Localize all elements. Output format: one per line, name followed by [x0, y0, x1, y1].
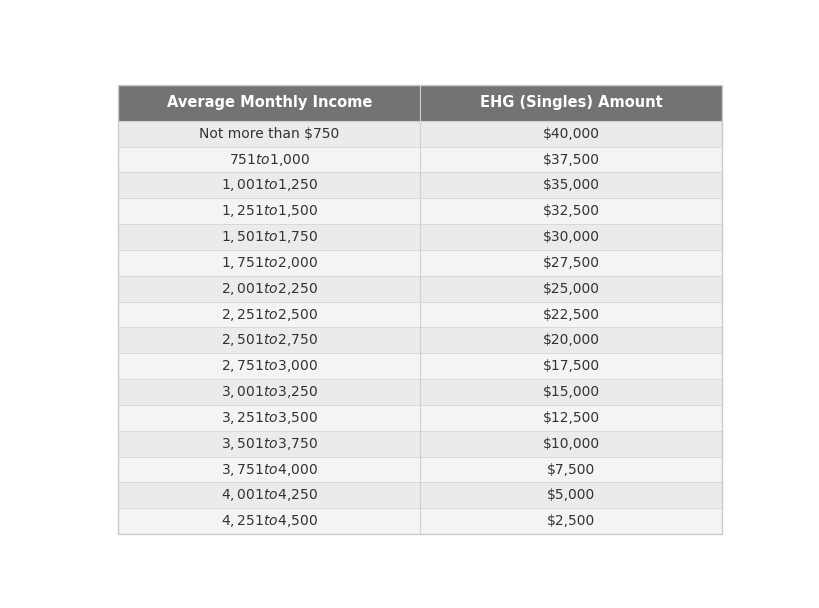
FancyBboxPatch shape — [118, 276, 420, 302]
Text: $12,500: $12,500 — [542, 411, 599, 425]
FancyBboxPatch shape — [118, 431, 420, 457]
Text: $17,500: $17,500 — [542, 359, 599, 373]
FancyBboxPatch shape — [420, 250, 722, 276]
FancyBboxPatch shape — [420, 198, 722, 224]
FancyBboxPatch shape — [118, 302, 420, 328]
Text: EHG (Singles) Amount: EHG (Singles) Amount — [479, 95, 662, 110]
Text: $35,000: $35,000 — [542, 178, 599, 192]
Text: $15,000: $15,000 — [542, 385, 599, 399]
Text: $32,500: $32,500 — [542, 204, 599, 218]
Text: $37,500: $37,500 — [542, 153, 599, 167]
Text: $1,001 to $1,250: $1,001 to $1,250 — [220, 178, 318, 193]
FancyBboxPatch shape — [118, 379, 420, 405]
FancyBboxPatch shape — [420, 276, 722, 302]
FancyBboxPatch shape — [420, 379, 722, 405]
Text: Not more than $750: Not more than $750 — [199, 126, 339, 140]
Text: $1,501 to $1,750: $1,501 to $1,750 — [220, 229, 318, 245]
FancyBboxPatch shape — [420, 173, 722, 198]
Text: $2,501 to $2,750: $2,501 to $2,750 — [220, 333, 318, 348]
FancyBboxPatch shape — [420, 224, 722, 250]
Text: $10,000: $10,000 — [542, 437, 599, 451]
FancyBboxPatch shape — [420, 121, 722, 147]
FancyBboxPatch shape — [420, 147, 722, 173]
FancyBboxPatch shape — [118, 121, 420, 147]
Text: $2,751 to $3,000: $2,751 to $3,000 — [220, 358, 318, 374]
FancyBboxPatch shape — [118, 353, 420, 379]
Text: $5,000: $5,000 — [546, 488, 595, 502]
Text: $2,251 to $2,500: $2,251 to $2,500 — [220, 306, 318, 323]
FancyBboxPatch shape — [118, 224, 420, 250]
Text: $3,251 to $3,500: $3,251 to $3,500 — [220, 410, 318, 426]
Text: $7,500: $7,500 — [546, 463, 595, 477]
FancyBboxPatch shape — [420, 482, 722, 508]
FancyBboxPatch shape — [420, 431, 722, 457]
FancyBboxPatch shape — [420, 302, 722, 328]
FancyBboxPatch shape — [118, 85, 420, 121]
Text: $3,001 to $3,250: $3,001 to $3,250 — [220, 384, 318, 400]
Text: $27,500: $27,500 — [542, 256, 599, 270]
Text: $751 to $1,000: $751 to $1,000 — [229, 151, 310, 168]
FancyBboxPatch shape — [420, 85, 722, 121]
FancyBboxPatch shape — [118, 508, 420, 534]
FancyBboxPatch shape — [118, 147, 420, 173]
FancyBboxPatch shape — [118, 405, 420, 431]
Text: $25,000: $25,000 — [542, 282, 599, 295]
Text: $2,500: $2,500 — [546, 514, 595, 528]
FancyBboxPatch shape — [118, 482, 420, 508]
Text: $30,000: $30,000 — [542, 230, 599, 244]
Text: $3,501 to $3,750: $3,501 to $3,750 — [220, 436, 318, 452]
Text: Average Monthly Income: Average Monthly Income — [166, 95, 372, 110]
Text: $1,751 to $2,000: $1,751 to $2,000 — [220, 255, 318, 271]
FancyBboxPatch shape — [118, 198, 420, 224]
Text: $4,251 to $4,500: $4,251 to $4,500 — [220, 513, 318, 529]
FancyBboxPatch shape — [118, 328, 420, 353]
Text: $2,001 to $2,250: $2,001 to $2,250 — [220, 281, 318, 297]
Text: $40,000: $40,000 — [542, 126, 599, 140]
FancyBboxPatch shape — [420, 353, 722, 379]
FancyBboxPatch shape — [420, 405, 722, 431]
FancyBboxPatch shape — [118, 173, 420, 198]
Text: $22,500: $22,500 — [542, 308, 599, 322]
Text: $20,000: $20,000 — [542, 333, 599, 347]
Text: $4,001 to $4,250: $4,001 to $4,250 — [220, 488, 318, 503]
FancyBboxPatch shape — [420, 328, 722, 353]
FancyBboxPatch shape — [118, 457, 420, 482]
FancyBboxPatch shape — [420, 457, 722, 482]
Text: $1,251 to $1,500: $1,251 to $1,500 — [220, 203, 318, 219]
FancyBboxPatch shape — [118, 250, 420, 276]
FancyBboxPatch shape — [420, 508, 722, 534]
Text: $3,751 to $4,000: $3,751 to $4,000 — [220, 461, 318, 477]
